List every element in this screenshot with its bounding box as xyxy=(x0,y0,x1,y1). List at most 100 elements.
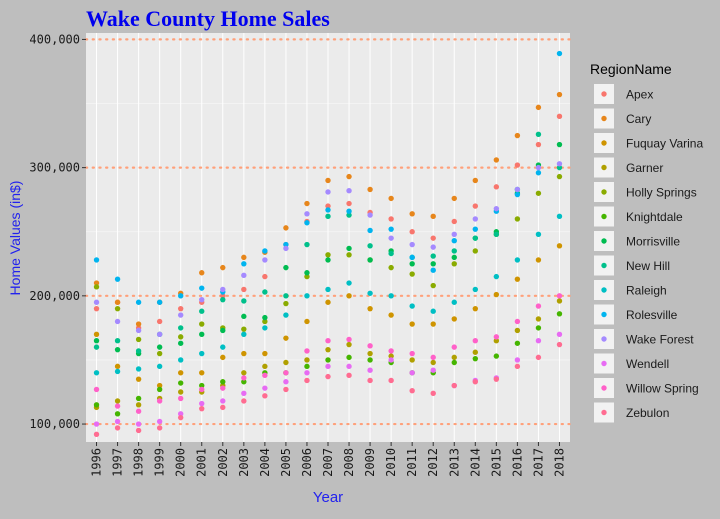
x-tick-label: 2012 xyxy=(426,448,440,477)
data-point xyxy=(199,321,205,327)
data-point xyxy=(472,286,479,293)
data-point xyxy=(241,375,247,381)
x-tick-label: 2001 xyxy=(195,448,209,477)
data-point xyxy=(304,273,310,280)
data-point xyxy=(388,264,394,271)
data-point xyxy=(220,344,226,350)
data-point xyxy=(156,350,163,357)
data-point xyxy=(283,300,289,307)
x-tick-label: 2017 xyxy=(531,448,545,477)
legend-label: Rolesville xyxy=(626,308,678,322)
data-point xyxy=(451,238,457,244)
legend-label: Fuquay Varina xyxy=(626,137,703,151)
data-point xyxy=(325,299,331,305)
data-point xyxy=(346,363,352,370)
data-point xyxy=(114,346,121,353)
data-point xyxy=(346,173,352,180)
x-tick-label: 2002 xyxy=(216,448,230,477)
data-point xyxy=(304,370,310,376)
data-point xyxy=(472,216,479,222)
data-point xyxy=(409,211,415,217)
data-point xyxy=(199,370,205,376)
data-point xyxy=(451,382,457,389)
data-point xyxy=(241,379,247,385)
data-point xyxy=(325,357,331,363)
data-point xyxy=(93,386,100,393)
data-point xyxy=(262,372,268,379)
data-point xyxy=(93,421,100,427)
data-point xyxy=(156,363,163,370)
data-point xyxy=(93,305,100,312)
data-point xyxy=(135,395,142,402)
x-tick-label: 2007 xyxy=(321,448,335,477)
data-point xyxy=(556,213,563,220)
data-point xyxy=(535,170,542,176)
data-point xyxy=(472,305,479,312)
data-point xyxy=(514,363,521,370)
legend-label: New Hill xyxy=(626,259,670,273)
data-point xyxy=(241,298,247,304)
data-point xyxy=(493,376,500,382)
data-point xyxy=(430,253,436,259)
legend-marker xyxy=(601,287,607,293)
data-point xyxy=(367,257,373,263)
legend-marker xyxy=(601,409,607,416)
data-point xyxy=(388,216,394,222)
data-point xyxy=(135,421,142,427)
legend-marker xyxy=(601,336,607,342)
x-tick-label: 2011 xyxy=(405,448,419,477)
x-tick-label: 2014 xyxy=(468,448,482,477)
data-point xyxy=(367,343,373,349)
data-point xyxy=(114,403,121,409)
legend-marker xyxy=(601,189,607,195)
data-point xyxy=(451,248,457,254)
data-point xyxy=(556,50,563,57)
data-point xyxy=(514,340,521,346)
data-point xyxy=(451,316,457,322)
data-point xyxy=(241,398,247,404)
data-point xyxy=(367,377,373,384)
data-point xyxy=(388,312,394,318)
data-point xyxy=(346,200,352,207)
legend-marker xyxy=(601,360,607,367)
data-point xyxy=(262,314,268,321)
data-point xyxy=(177,357,184,363)
data-point xyxy=(367,367,373,373)
data-point xyxy=(156,382,163,389)
data-point xyxy=(430,282,436,289)
data-point xyxy=(283,379,289,385)
data-point xyxy=(367,305,373,312)
y-axis-ticks: 100,000 200,000 300,000 400,000 xyxy=(29,32,86,431)
data-point xyxy=(199,296,205,303)
data-point xyxy=(304,357,310,363)
data-point xyxy=(177,380,184,386)
legend-label: Wendell xyxy=(626,357,669,371)
data-point xyxy=(135,408,142,414)
data-point xyxy=(177,305,184,312)
data-point xyxy=(346,293,352,299)
data-point xyxy=(241,370,247,376)
data-point xyxy=(535,190,542,196)
data-point xyxy=(283,245,289,252)
data-point xyxy=(262,385,268,391)
legend-label: Morrisville xyxy=(626,235,680,249)
data-point xyxy=(430,359,436,366)
data-point xyxy=(409,229,415,235)
data-point xyxy=(262,248,268,254)
legend-marker xyxy=(601,238,607,244)
data-point xyxy=(535,141,542,148)
data-point xyxy=(304,211,310,217)
data-point xyxy=(472,355,479,362)
data-point xyxy=(304,377,310,384)
legend-marker xyxy=(601,140,607,146)
data-point xyxy=(556,164,563,171)
data-point xyxy=(514,327,521,334)
data-point xyxy=(451,195,457,202)
data-point xyxy=(388,293,394,299)
data-point xyxy=(535,316,542,322)
data-point xyxy=(220,296,226,303)
data-point xyxy=(388,235,394,241)
data-point xyxy=(346,208,352,214)
data-point xyxy=(514,216,521,222)
data-point xyxy=(220,398,226,404)
